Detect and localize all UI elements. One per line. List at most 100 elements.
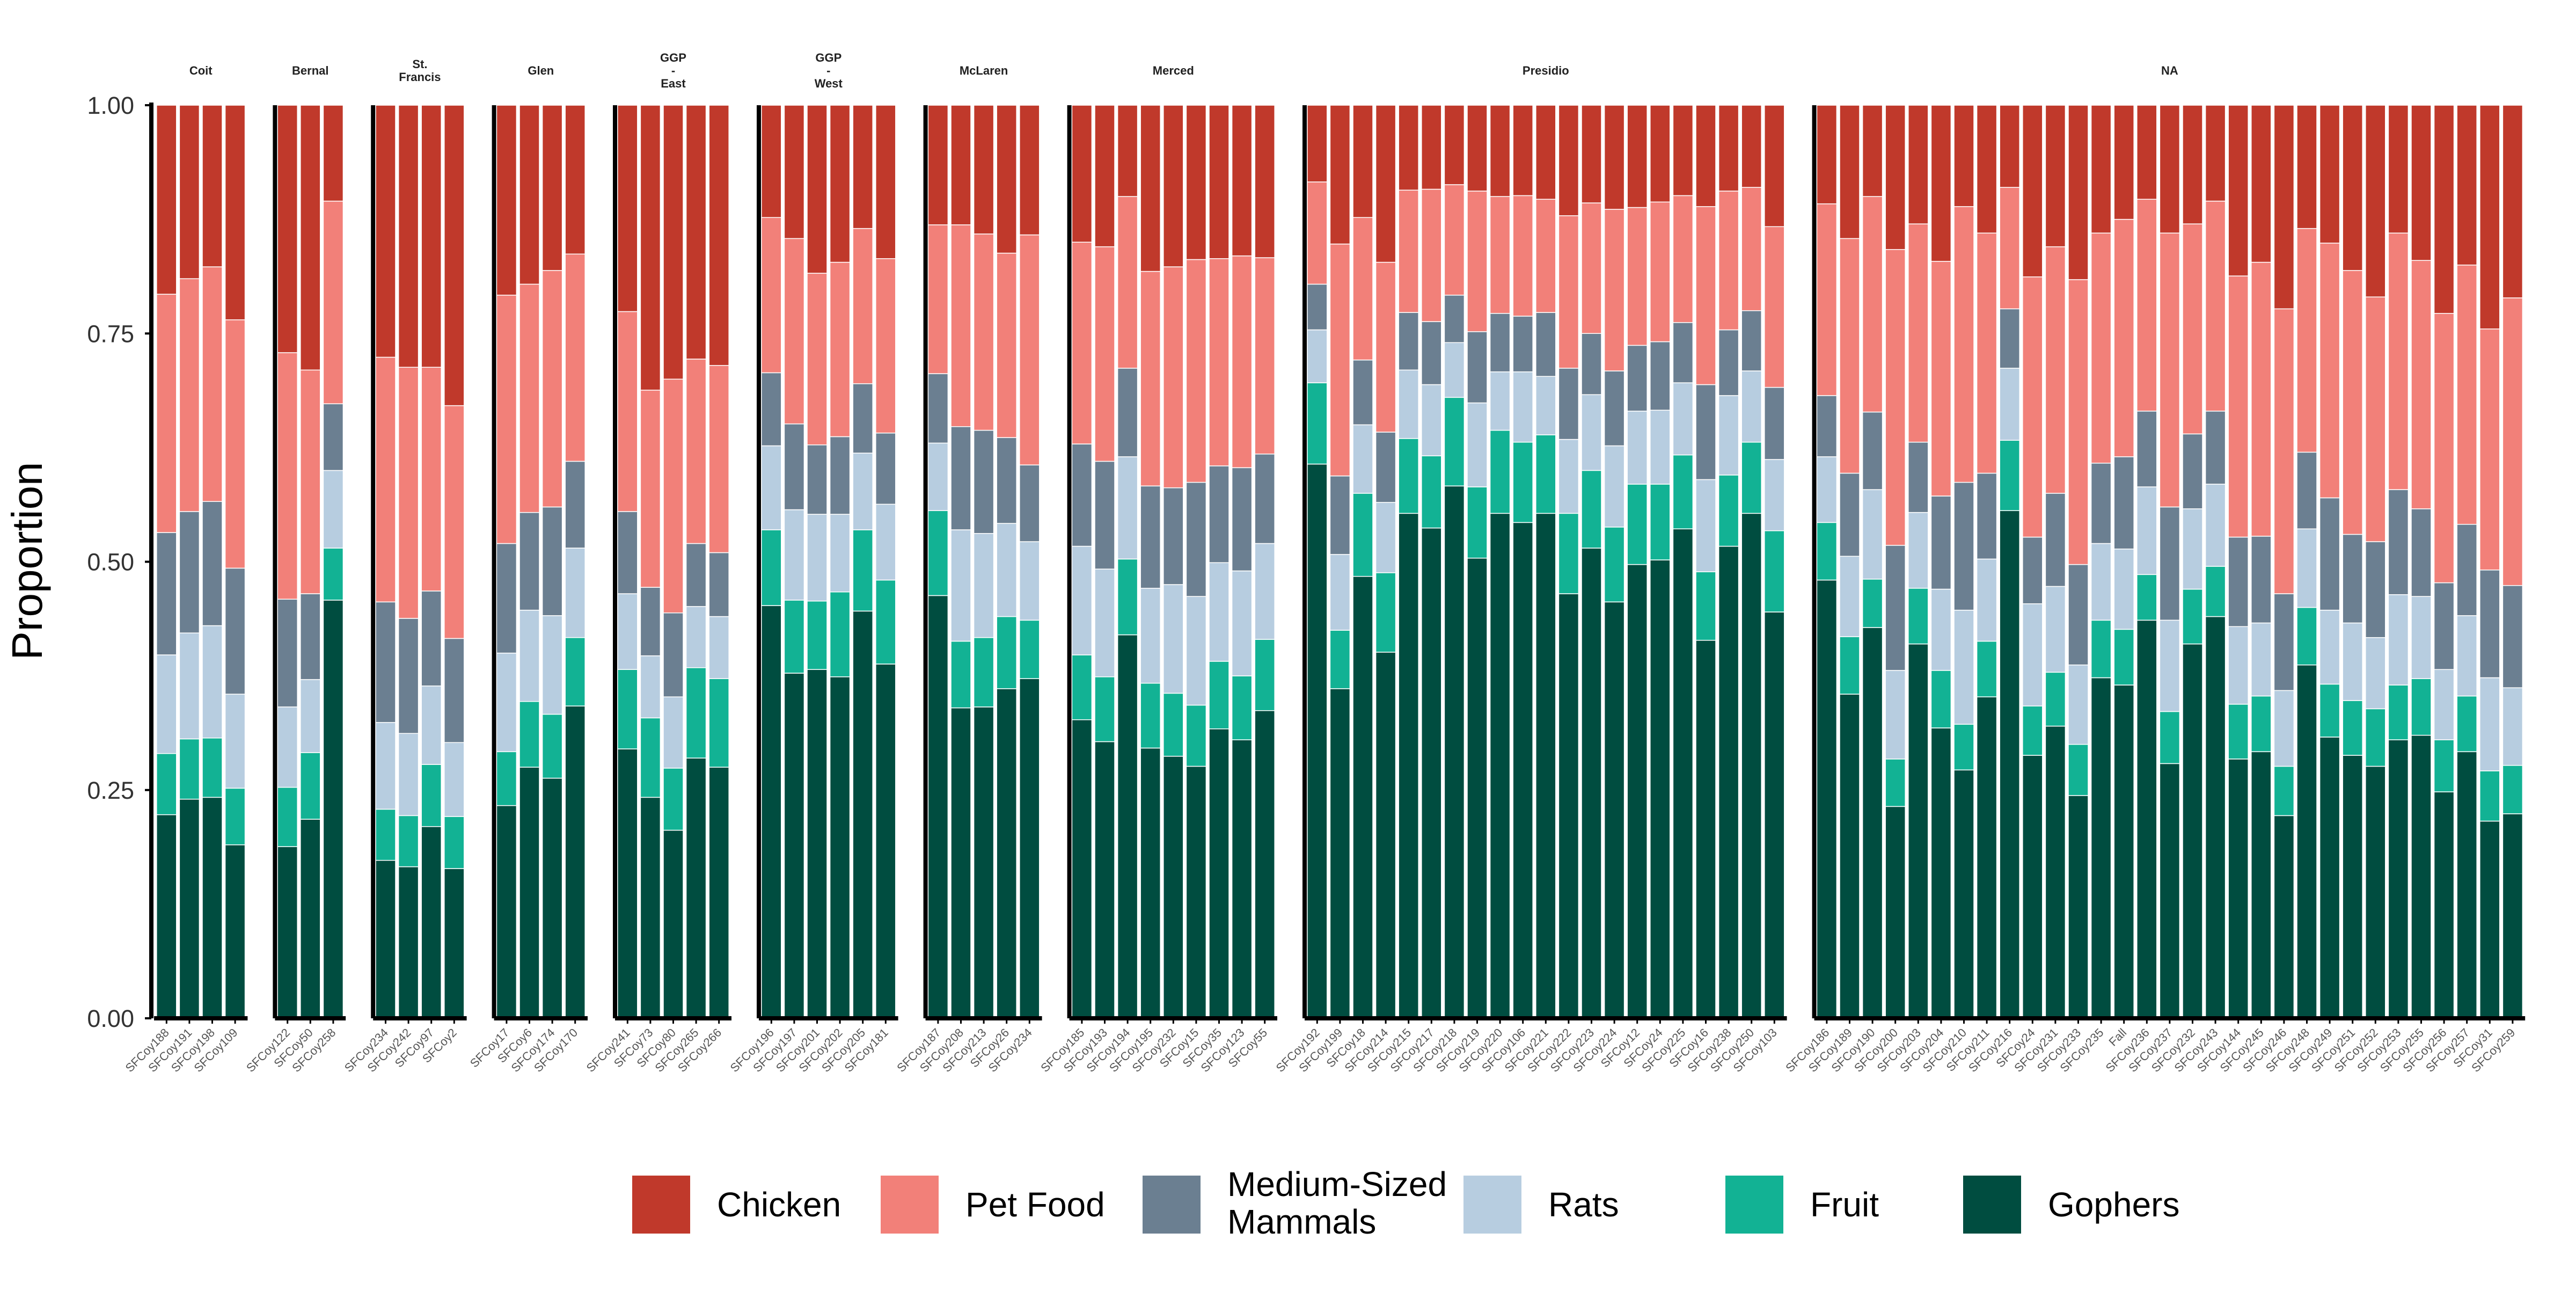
bar-segment <box>2365 541 2386 638</box>
bar-segment <box>1764 611 1785 1019</box>
bar-segment <box>2205 566 2226 617</box>
bar-segment <box>1930 727 1952 1019</box>
bar-segment <box>2022 755 2043 1019</box>
bar-segment <box>1930 105 1952 262</box>
bar-segment <box>1999 105 2020 188</box>
bar-segment <box>1885 249 1906 546</box>
bar-segment <box>973 429 994 534</box>
bar-segment <box>1627 105 1648 208</box>
bar-segment <box>2502 813 2523 1019</box>
bar-segment <box>2273 815 2295 1019</box>
bar-segment <box>1307 105 1328 183</box>
bar-segment <box>1329 554 1351 631</box>
bar-segment <box>807 444 828 515</box>
bar-segment <box>2456 264 2477 525</box>
bar-segment <box>1976 558 1997 642</box>
bar-segment <box>1163 487 1184 585</box>
bar-segment <box>2273 765 2295 816</box>
bar-segment <box>996 616 1017 689</box>
bar-segment <box>179 799 200 1019</box>
bar-segment <box>300 679 321 753</box>
bar-segment <box>2182 223 2203 435</box>
bar-segment <box>1695 384 1716 480</box>
bar-segment <box>1764 105 1785 227</box>
bar-segment <box>2365 105 2386 297</box>
bar-segment <box>1862 489 1883 580</box>
bar-segment <box>421 105 442 368</box>
bar-segment <box>1512 105 1533 196</box>
bar-segment <box>565 637 586 707</box>
bar-segment <box>1627 411 1648 485</box>
bar-segment <box>1953 724 1974 771</box>
bar-segment <box>1398 189 1419 313</box>
bar-segment <box>519 609 540 702</box>
bar-segment <box>1254 105 1275 258</box>
bar-segment <box>950 707 971 1019</box>
bar-segment <box>1094 246 1115 462</box>
bar-segment <box>277 352 298 600</box>
bar-segment <box>1140 271 1161 487</box>
bar-segment <box>996 437 1017 524</box>
bar-segment <box>1467 486 1488 559</box>
bar-segment <box>761 372 782 447</box>
bar-segment <box>996 688 1017 1019</box>
bar-segment <box>2251 105 2272 263</box>
bar-segment <box>784 509 805 601</box>
bar-segment <box>1071 545 1093 655</box>
bar-segment <box>663 768 684 831</box>
bar-segment <box>1329 475 1351 555</box>
bar-segment <box>1581 548 1602 1019</box>
bar-segment <box>565 105 586 255</box>
bar-segment <box>685 105 707 360</box>
bar-segment <box>323 200 344 404</box>
facet-strip-label: Glen <box>528 64 554 77</box>
bar-segment <box>1209 258 1230 466</box>
bar-segment <box>1352 359 1373 426</box>
bar-segment <box>179 738 200 800</box>
bar-segment <box>1185 704 1207 767</box>
bar-segment <box>1019 105 1040 236</box>
bar-segment <box>784 105 805 239</box>
facet-strip-label: Presidio <box>1523 64 1569 77</box>
bar-segment <box>2342 755 2363 1019</box>
bar-segment <box>2251 751 2272 1019</box>
bar-segment <box>1094 461 1115 570</box>
bar-segment <box>927 595 949 1019</box>
bar-segment <box>156 105 177 295</box>
bar-segment <box>1019 464 1040 542</box>
facet-strip-labels: Coit Bernal St. Francis Glen GGP -East GGP -West… <box>189 51 2178 90</box>
bar-segment <box>2090 619 2112 679</box>
bar-segment <box>1558 439 1579 514</box>
bar-segment <box>1375 261 1396 433</box>
legend-swatch <box>881 1176 939 1234</box>
bar-segment <box>640 655 661 719</box>
bar-segment <box>1467 557 1488 1019</box>
bar-segment <box>2273 690 2295 767</box>
bar-segment <box>1019 619 1040 679</box>
bar-segment <box>1999 440 2020 511</box>
bar-segment <box>1650 341 1671 411</box>
bar-segment <box>1535 434 1556 514</box>
bar-segment <box>708 678 729 768</box>
bar-segment <box>1764 386 1785 460</box>
bar-segment <box>2411 678 2432 736</box>
bar-segment <box>1558 593 1579 1019</box>
facet-strip-label: McLaren <box>960 64 1008 77</box>
bar-segment <box>2136 486 2157 575</box>
bar-segment <box>2090 232 2112 464</box>
bar-segment <box>1627 564 1648 1019</box>
bar-segment <box>2342 700 2363 756</box>
bar-segment <box>2273 105 2295 310</box>
bar-segment <box>1398 312 1419 371</box>
bar-segment <box>2479 820 2500 1019</box>
bar-segment <box>2251 261 2272 537</box>
bar-segment <box>852 383 873 454</box>
bar-segment <box>2319 683 2340 738</box>
bar-segment <box>1885 670 1906 760</box>
bar-segment <box>2136 411 2157 487</box>
bar-segment <box>1741 105 1762 188</box>
bar-segment <box>1627 345 1648 412</box>
axes: 0.00 0.25 0.50 0.75 1.00 <box>87 92 2526 1032</box>
bar-segment <box>927 442 949 511</box>
